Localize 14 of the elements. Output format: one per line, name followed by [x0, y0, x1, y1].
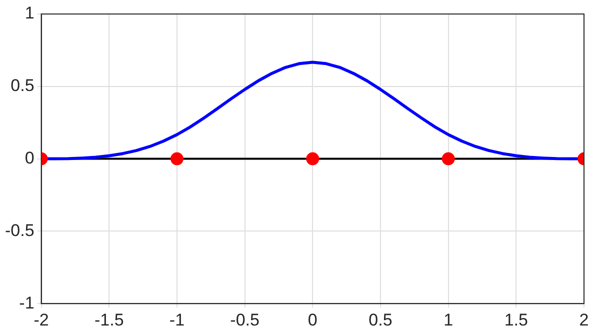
x-tick-label: -1.5 [94, 310, 124, 330]
y-tick-label: 1 [24, 4, 34, 23]
x-tick-label: 2 [579, 310, 589, 330]
x-tick-label: -2 [34, 310, 49, 330]
x-tick-label: 0 [308, 310, 318, 330]
y-tick-label: 0 [24, 148, 34, 168]
x-tick-label: 0.5 [368, 310, 392, 330]
y-tick-label: 0.5 [10, 76, 34, 96]
x-tick-label: 1.5 [504, 310, 528, 330]
x-tick-label: 1 [444, 310, 454, 330]
x-tick-label: -0.5 [230, 310, 260, 330]
y-tick-label: -0.5 [4, 220, 34, 240]
x-tick-label: -1 [169, 310, 185, 330]
y-tick-label: -1 [19, 293, 34, 312]
